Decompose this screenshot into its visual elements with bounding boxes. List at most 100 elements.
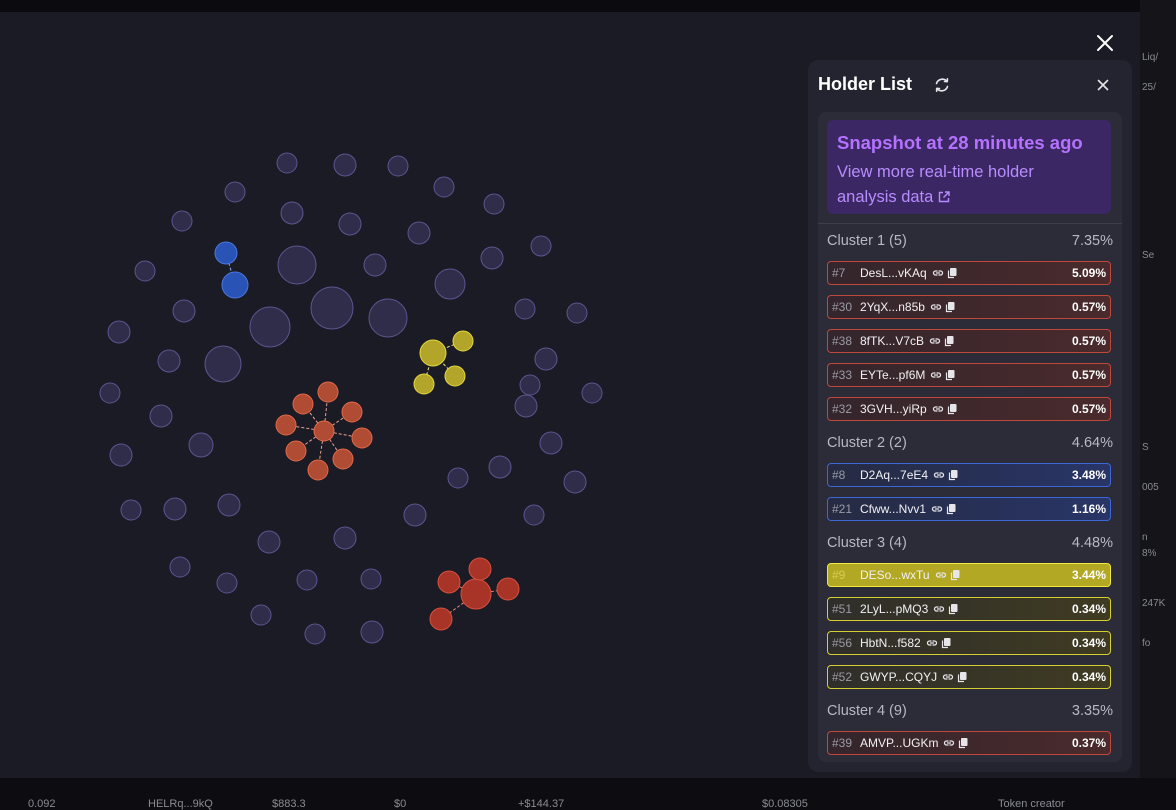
- copy-icon[interactable]: [947, 267, 958, 279]
- cluster-node[interactable]: [444, 365, 466, 387]
- holder-node[interactable]: [333, 526, 357, 550]
- holder-node[interactable]: [368, 298, 408, 338]
- link-icon[interactable]: [933, 603, 945, 615]
- link-icon[interactable]: [932, 267, 944, 279]
- link-icon[interactable]: [929, 335, 941, 347]
- holder-list[interactable]: Snapshot at 28 minutes ago View more rea…: [818, 112, 1122, 762]
- cluster-node[interactable]: [351, 427, 373, 449]
- link-icon[interactable]: [935, 569, 947, 581]
- cluster-node[interactable]: [292, 393, 314, 415]
- holder-node[interactable]: [188, 432, 214, 458]
- cluster-node[interactable]: [341, 401, 363, 423]
- holder-node[interactable]: [257, 530, 281, 554]
- cluster-node[interactable]: [221, 271, 249, 299]
- holder-node[interactable]: [530, 235, 552, 257]
- holder-node[interactable]: [276, 152, 298, 174]
- panel-close-button[interactable]: [1094, 76, 1112, 94]
- cluster-node[interactable]: [452, 330, 474, 352]
- holder-node[interactable]: [224, 181, 246, 203]
- link-icon[interactable]: [933, 469, 945, 481]
- copy-icon[interactable]: [944, 335, 955, 347]
- holder-node[interactable]: [172, 299, 196, 323]
- holder-node[interactable]: [563, 470, 587, 494]
- link-icon[interactable]: [931, 503, 943, 515]
- holder-node[interactable]: [99, 382, 121, 404]
- holder-node[interactable]: [171, 210, 193, 232]
- holder-node[interactable]: [333, 153, 357, 177]
- copy-icon[interactable]: [948, 603, 959, 615]
- copy-icon[interactable]: [950, 569, 961, 581]
- holder-node[interactable]: [157, 349, 181, 373]
- holder-node[interactable]: [277, 245, 317, 285]
- holder-row[interactable]: #33 EYTe...pf6M 0.57%: [827, 363, 1111, 387]
- cluster-node[interactable]: [419, 339, 447, 367]
- modal-close-button[interactable]: [1092, 30, 1118, 56]
- holder-row[interactable]: #7 DesL...vKAq 5.09%: [827, 261, 1111, 285]
- holder-node[interactable]: [249, 306, 291, 348]
- holder-node[interactable]: [216, 572, 238, 594]
- holder-row[interactable]: #38 8fTK...V7cB 0.57%: [827, 329, 1111, 353]
- cluster-node[interactable]: [429, 607, 453, 631]
- cluster-node[interactable]: [317, 381, 339, 403]
- holder-row[interactable]: #30 2YqX...n85b 0.57%: [827, 295, 1111, 319]
- holder-node[interactable]: [217, 493, 241, 517]
- holder-node[interactable]: [109, 443, 133, 467]
- holder-node[interactable]: [149, 404, 173, 428]
- holder-node[interactable]: [280, 201, 304, 225]
- holder-node[interactable]: [363, 253, 387, 277]
- holder-node[interactable]: [310, 286, 354, 330]
- cluster-node[interactable]: [275, 414, 297, 436]
- holder-row[interactable]: #52 GWYP...CQYJ 0.34%: [827, 665, 1111, 689]
- link-icon[interactable]: [932, 403, 944, 415]
- holder-row[interactable]: #9 DESo...wxTu 3.44%: [827, 563, 1111, 587]
- holder-node[interactable]: [403, 503, 427, 527]
- copy-icon[interactable]: [947, 403, 958, 415]
- cluster-node[interactable]: [413, 373, 435, 395]
- holder-node[interactable]: [387, 155, 409, 177]
- holder-node[interactable]: [523, 504, 545, 526]
- copy-icon[interactable]: [958, 737, 969, 749]
- holder-row[interactable]: #56 HbtN...f582 0.34%: [827, 631, 1111, 655]
- cluster-node[interactable]: [307, 459, 329, 481]
- holder-node[interactable]: [488, 455, 512, 479]
- bubble-map-canvas[interactable]: [0, 12, 810, 778]
- holder-node[interactable]: [338, 212, 362, 236]
- holder-node[interactable]: [539, 431, 563, 455]
- cluster-node[interactable]: [468, 557, 492, 581]
- holder-node[interactable]: [566, 302, 588, 324]
- holder-node[interactable]: [514, 298, 536, 320]
- copy-icon[interactable]: [945, 369, 956, 381]
- cluster-node[interactable]: [332, 448, 354, 470]
- link-icon[interactable]: [930, 301, 942, 313]
- link-icon[interactable]: [926, 637, 938, 649]
- cluster-node[interactable]: [285, 440, 307, 462]
- holder-node[interactable]: [360, 568, 382, 590]
- cluster-node[interactable]: [313, 420, 335, 442]
- holder-row[interactable]: #39 AMVP...UGKm 0.37%: [827, 731, 1111, 755]
- holder-node[interactable]: [296, 569, 318, 591]
- copy-icon[interactable]: [941, 637, 952, 649]
- holder-node[interactable]: [107, 320, 131, 344]
- copy-icon[interactable]: [946, 503, 957, 515]
- holder-node[interactable]: [163, 497, 187, 521]
- copy-icon[interactable]: [957, 671, 968, 683]
- holder-node[interactable]: [483, 193, 505, 215]
- holder-node[interactable]: [250, 604, 272, 626]
- holder-node[interactable]: [434, 268, 466, 300]
- cluster-node[interactable]: [496, 577, 520, 601]
- holder-node[interactable]: [534, 347, 558, 371]
- holder-node[interactable]: [120, 499, 142, 521]
- link-icon[interactable]: [943, 737, 955, 749]
- holder-node[interactable]: [407, 221, 431, 245]
- link-icon[interactable]: [930, 369, 942, 381]
- link-icon[interactable]: [942, 671, 954, 683]
- holder-node[interactable]: [514, 394, 538, 418]
- holder-node[interactable]: [169, 556, 191, 578]
- holder-node[interactable]: [304, 623, 326, 645]
- holder-row[interactable]: #51 2LyL...pMQ3 0.34%: [827, 597, 1111, 621]
- refresh-button[interactable]: [932, 75, 952, 95]
- holder-node[interactable]: [519, 374, 541, 396]
- holder-row[interactable]: #8 D2Aq...7eE4 3.48%: [827, 463, 1111, 487]
- cluster-node[interactable]: [214, 241, 238, 265]
- holder-node[interactable]: [360, 620, 384, 644]
